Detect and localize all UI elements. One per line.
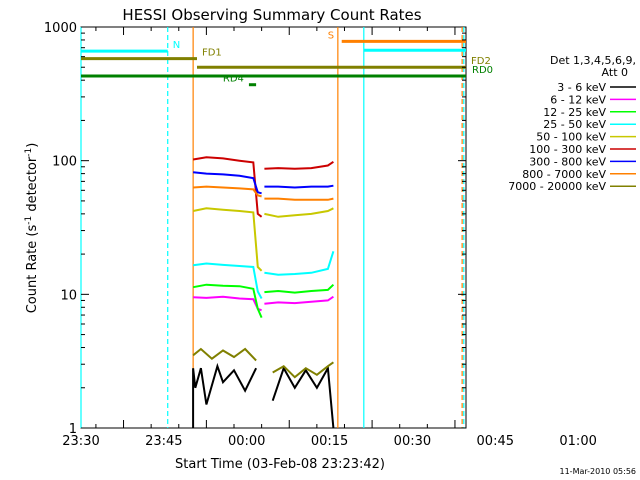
y-axis-label-main: Count Rate (s <box>25 225 40 314</box>
legend-label-0: 3 - 6 keV <box>557 81 606 94</box>
legend-label-1: 6 - 12 keV <box>550 93 606 106</box>
x-tick-label-5: 00:45 <box>477 434 514 449</box>
x-tick-label-6: 01:00 <box>559 434 596 449</box>
x-axis-label: Start Time (03-Feb-08 23:23:42) <box>175 457 385 472</box>
series-line-8-1 <box>272 361 334 379</box>
legend-label-2: 12 - 25 keV <box>543 106 606 119</box>
x-tick-label-1: 23:45 <box>145 434 182 449</box>
series-line-6-0 <box>192 171 262 195</box>
series-line-5-0 <box>192 156 263 218</box>
series-line-1-0 <box>193 295 262 312</box>
y-tick-label-1: 10 <box>60 288 77 303</box>
series-line-6-1 <box>264 184 334 189</box>
y-axis-label-end: ) <box>25 143 40 148</box>
flag-label-3: RD0 <box>472 65 493 76</box>
plot-frame <box>80 26 467 429</box>
series-line-7-0 <box>193 185 262 198</box>
footer-date: 11-Mar-2010 05:56 <box>560 467 637 476</box>
y-axis-label-sup2: -1 <box>24 148 34 157</box>
series-line-5-1 <box>264 160 334 170</box>
series-line-4-1 <box>264 207 334 218</box>
legend-title-line2: Att 0 <box>602 66 628 79</box>
x-axis: 23:30 23:45 00:00 00:15 00:30 00:45 01:00 <box>62 27 597 449</box>
y-axis-label: Count Rate (s-1 detector-1) <box>24 143 40 314</box>
series-line-8-0 <box>192 347 257 362</box>
y-tick-label-2: 100 <box>52 155 77 170</box>
x-tick-label-0: 23:30 <box>62 434 99 449</box>
chart-title: HESSI Observing Summary Count Rates <box>122 6 421 24</box>
series-line-0-0 <box>192 362 257 428</box>
legend-label-4: 50 - 100 keV <box>536 131 606 144</box>
flag-label-5: S <box>328 30 334 41</box>
series-line-2-0 <box>192 283 263 318</box>
y-axis: 1 10 100 1000 <box>44 21 466 437</box>
y-axis-label-mid: detector <box>25 156 40 216</box>
x-tick-label-3: 00:15 <box>311 434 348 449</box>
flag-label-4: RD4 <box>223 74 244 85</box>
series-line-1-1 <box>264 295 334 305</box>
series-line-0-1 <box>271 364 335 429</box>
x-tick-label-4: 00:30 <box>394 434 431 449</box>
legend-label-3: 25 - 50 keV <box>543 118 606 131</box>
legend-label-6: 300 - 800 keV <box>529 155 606 168</box>
flag-label-2: FD2 <box>471 56 491 67</box>
x-tick-label-2: 00:00 <box>228 434 265 449</box>
legend-label-7: 800 - 7000 keV <box>522 168 606 181</box>
legend-title-line1: Det 1,3,4,5,6,9, <box>550 54 636 67</box>
flag-label-1: FD1 <box>202 48 222 59</box>
series-line-2-1 <box>264 283 335 294</box>
series-line-7-1 <box>264 197 334 201</box>
legend-label-8: 7000 - 20000 keV <box>508 180 606 193</box>
series-line-3-0 <box>192 262 263 299</box>
flag-label-0: N <box>173 40 180 51</box>
legend-label-5: 100 - 300 keV <box>529 143 606 156</box>
series-line-3-1 <box>264 251 335 276</box>
series-line-4-0 <box>192 207 263 272</box>
y-tick-label-3: 1000 <box>44 21 77 36</box>
y-tick-label-0: 1 <box>69 422 77 437</box>
y-axis-label-sup1: -1 <box>24 216 34 225</box>
